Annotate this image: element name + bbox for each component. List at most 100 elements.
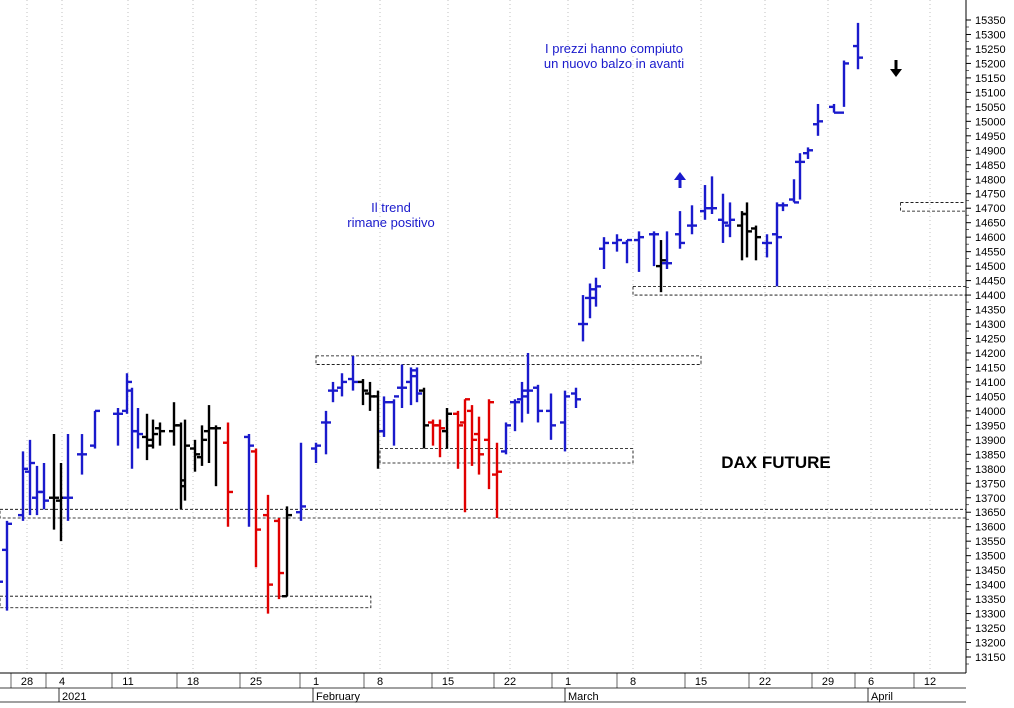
- x-tick-label: 28: [21, 676, 33, 688]
- ohlc-bar: [251, 448, 261, 568]
- ohlc-bar: [0, 580, 3, 583]
- x-tick-label: 11: [122, 676, 133, 688]
- ohlc-bar: [358, 379, 368, 406]
- annotation-text: Il trend: [371, 200, 411, 215]
- ohlc-bar: [795, 153, 805, 200]
- y-tick-label: 13350: [975, 594, 1006, 606]
- ohlc-bar: [49, 434, 59, 530]
- x-tick-label: 12: [924, 676, 936, 688]
- ohlc-bar: [813, 103, 823, 136]
- ohlc-bar: [725, 202, 735, 238]
- y-tick-label: 13150: [975, 652, 1006, 664]
- ohlc-bar: [90, 409, 100, 449]
- y-tick-label: 14500: [975, 261, 1006, 273]
- x-tick-label: 6: [868, 676, 874, 688]
- ohlc-bar: [77, 434, 87, 475]
- y-tick-label: 14400: [975, 290, 1006, 302]
- x-tick-label: 29: [822, 676, 834, 688]
- ohlc-bar: [142, 413, 152, 461]
- y-tick-label: 14300: [975, 319, 1006, 331]
- ohlc-bar: [2, 520, 12, 611]
- y-tick-label: 14100: [975, 377, 1006, 389]
- ohlc-bar: [39, 463, 49, 510]
- arrow-up-icon: [674, 172, 686, 188]
- price-zone: [900, 202, 967, 212]
- month-label: 2021: [62, 691, 86, 703]
- y-tick-label: 13900: [975, 435, 1006, 447]
- ohlc-bar: [223, 422, 233, 527]
- ohlc-bar: [687, 205, 697, 235]
- ohlc-bar: [397, 364, 407, 408]
- y-tick-label: 13550: [975, 536, 1006, 548]
- ohlc-bar: [612, 234, 622, 252]
- ohlc-bar: [523, 352, 533, 414]
- y-tick-label: 15200: [975, 58, 1006, 70]
- x-tick-label: 22: [504, 676, 516, 688]
- ohlc-bar: [853, 22, 863, 70]
- ohlc-bar: [622, 238, 632, 264]
- x-tick-label: 18: [187, 676, 199, 688]
- ohlc-bar: [419, 387, 429, 449]
- y-tick-label: 13950: [975, 420, 1006, 432]
- y-tick-label: 14450: [975, 276, 1006, 288]
- x-tick-label: 1: [565, 676, 571, 688]
- y-tick-label: 13850: [975, 449, 1006, 461]
- annotation-text: rimane positivo: [347, 215, 434, 230]
- ohlc-bar: [63, 434, 73, 521]
- ohlc-bar: [348, 355, 358, 391]
- arrow-down-icon: [890, 60, 902, 77]
- ohlc-bar: [707, 176, 717, 214]
- x-tick-label: 25: [250, 676, 262, 688]
- ohlc-bar: [311, 442, 321, 464]
- y-tick-label: 15300: [975, 29, 1006, 41]
- ohlc-bar: [829, 103, 839, 114]
- y-tick-label: 14350: [975, 305, 1006, 317]
- ohlc-bar: [751, 225, 761, 261]
- y-tick-label: 14600: [975, 232, 1006, 244]
- ohlc-bar: [839, 60, 849, 114]
- ohlc-bar: [803, 147, 813, 159]
- ohlc-bar: [718, 193, 728, 243]
- ohlc-bar: [274, 518, 284, 600]
- y-tick-label: 15150: [975, 73, 1006, 85]
- ohlc-bar: [656, 240, 666, 293]
- y-tick-label: 14000: [975, 406, 1006, 418]
- y-tick-label: 14650: [975, 218, 1006, 230]
- ohlc-bar: [501, 422, 511, 455]
- y-tick-label: 14050: [975, 391, 1006, 403]
- ohlc-bar: [113, 407, 123, 446]
- ohlc-bar: [484, 399, 494, 490]
- ohlc-bar: [282, 506, 292, 598]
- ohlc-bar: [675, 211, 685, 249]
- y-tick-label: 13650: [975, 507, 1006, 519]
- y-tick-label: 14800: [975, 174, 1006, 186]
- month-label: March: [568, 691, 599, 703]
- ohlc-bar: [585, 283, 595, 319]
- ohlc-bar: [25, 439, 35, 516]
- ohlc-bar: [133, 407, 143, 449]
- ohlc-bar: [337, 373, 347, 397]
- y-tick-label: 15100: [975, 87, 1006, 99]
- ohlc-bar: [571, 387, 581, 408]
- y-tick-label: 14700: [975, 203, 1006, 215]
- y-tick-label: 13400: [975, 580, 1006, 592]
- y-tick-label: 15350: [975, 15, 1006, 27]
- ohlc-bar: [467, 405, 477, 466]
- y-tick-label: 14950: [975, 131, 1006, 143]
- ohlc-bar: [296, 442, 306, 521]
- ohlc-bar: [578, 295, 588, 342]
- ohlc-bar: [546, 393, 556, 440]
- ohlc-bar: [379, 396, 389, 437]
- ohlc-bar: [662, 231, 672, 270]
- y-tick-label: 13800: [975, 464, 1006, 476]
- y-tick-label: 13500: [975, 551, 1006, 563]
- ohlc-bar: [492, 442, 502, 519]
- ohlc-bar: [772, 202, 782, 287]
- ohlc-bar: [197, 425, 207, 466]
- y-tick-label: 14750: [975, 189, 1006, 201]
- price-zone: [315, 355, 702, 365]
- ohlc-bar: [406, 367, 416, 406]
- ohlc-bar: [634, 231, 644, 272]
